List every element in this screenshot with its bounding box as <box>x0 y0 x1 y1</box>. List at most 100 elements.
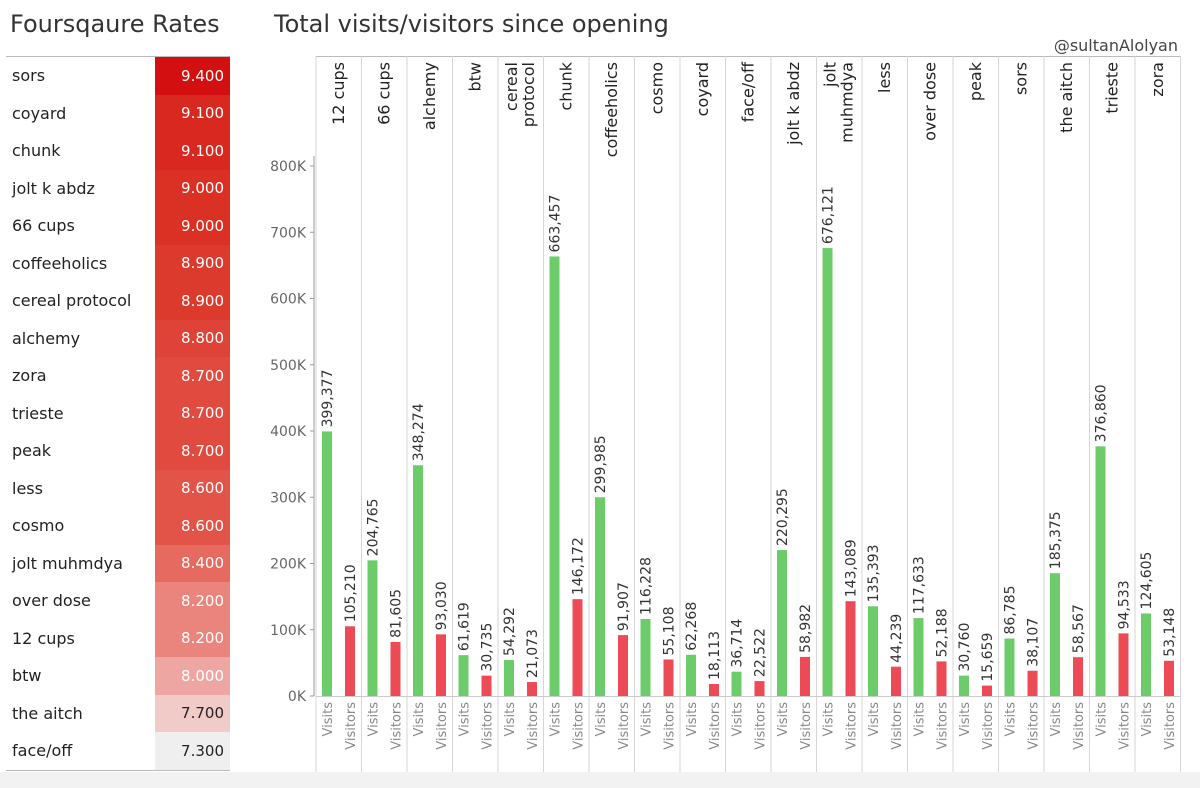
visits-bar <box>1050 573 1060 696</box>
visitors-data-label: 81,605 <box>389 589 405 638</box>
rate-row: 12 cups 8.200 <box>6 619 230 657</box>
y-tick-label: 300K <box>270 490 307 506</box>
visits-bar <box>1004 638 1015 696</box>
visits-bar <box>1095 446 1106 696</box>
visits-data-label: 135,393 <box>866 544 882 602</box>
x-series-label-visitors: Visitors <box>890 702 905 750</box>
rate-name: trieste <box>12 403 64 423</box>
category-label: chunk <box>556 61 575 110</box>
x-series-label-visits: Visits <box>731 702 746 737</box>
rate-name: cereal protocol <box>12 291 132 311</box>
category-label: cosmo <box>647 62 666 114</box>
visitors-data-label: 91,907 <box>616 582 632 631</box>
rate-row: btw 8.000 <box>6 657 230 695</box>
rate-value: 8.700 <box>155 432 230 470</box>
visits-data-label: 117,633 <box>912 556 928 614</box>
visitors-data-label: 30,735 <box>480 623 496 672</box>
rate-value: 8.800 <box>155 319 230 357</box>
visitors-data-label: 52,188 <box>935 608 951 657</box>
visitors-bar <box>936 661 947 696</box>
rate-row: coffeeholics 8.900 <box>6 244 230 282</box>
visitors-data-label: 58,567 <box>1071 604 1087 653</box>
rate-value: 8.000 <box>155 657 230 695</box>
rate-name: coyard <box>12 103 67 123</box>
rate-value: 9.000 <box>155 207 230 245</box>
rate-value: 7.300 <box>155 732 230 770</box>
visits-data-label: 124,605 <box>1139 552 1155 610</box>
visits-data-label: 348,274 <box>411 403 427 461</box>
x-series-label-visits: Visits <box>1049 702 1064 737</box>
y-tick-label: 500K <box>270 358 307 374</box>
rate-name: chunk <box>12 141 61 161</box>
x-series-label-visits: Visits <box>549 702 564 737</box>
rate-row: less 8.600 <box>6 469 230 507</box>
visitors-bar <box>618 635 628 696</box>
bottom-band <box>0 772 1200 788</box>
x-series-label-visits: Visits <box>685 702 700 737</box>
visits-visitors-bar-chart: 0K 100K 200K 300K 400K 500K 600K 700K 800K 12 cup… <box>270 56 1181 772</box>
rate-name: face/off <box>12 741 73 761</box>
category-label: over dose <box>920 62 939 141</box>
visitors-data-label: 105,210 <box>343 564 359 622</box>
visitors-data-label: 18,113 <box>707 631 723 680</box>
y-tick-label: 200K <box>270 557 307 573</box>
x-series-label-visitors: Visitors <box>799 702 814 750</box>
category-label: zora <box>1148 62 1167 97</box>
visits-bar <box>686 654 696 696</box>
visits-bar <box>640 618 651 696</box>
visits-bar <box>822 248 833 697</box>
visits-data-label: 663,457 <box>548 195 564 253</box>
visitors-bar <box>982 685 992 696</box>
rate-name: less <box>12 478 43 498</box>
x-series-label-visitors: Visitors <box>936 702 951 750</box>
visitors-data-label: 38,107 <box>1026 618 1042 667</box>
x-series-label-visits: Visits <box>412 702 427 737</box>
x-series-label-visits: Visits <box>503 702 518 737</box>
visits-bar <box>322 431 332 696</box>
visitors-data-label: 15,659 <box>980 633 996 682</box>
x-series-label-visitors: Visitors <box>481 702 496 750</box>
visitors-data-label: 55,108 <box>662 606 678 655</box>
x-series-label-visits: Visits <box>321 702 336 737</box>
visits-data-label: 30,760 <box>957 623 973 672</box>
rate-row: jolt k abdz 9.000 <box>6 169 230 207</box>
category-label: less <box>875 62 894 93</box>
rate-name: jolt muhmdya <box>12 553 123 573</box>
x-series-label-visitors: Visitors <box>1072 702 1087 750</box>
visitors-data-label: 21,073 <box>525 629 541 678</box>
rate-row: cereal protocol 8.900 <box>6 282 230 320</box>
visits-data-label: 185,375 <box>1048 511 1064 569</box>
y-tick-label: 400K <box>270 424 307 440</box>
x-series-label-visitors: Visitors <box>572 702 587 750</box>
rate-name: zora <box>12 366 47 386</box>
rate-name: cosmo <box>12 516 65 536</box>
rate-name: the aitch <box>12 703 83 723</box>
visitors-bar <box>1118 633 1129 696</box>
visits-data-label: 676,121 <box>821 186 837 244</box>
category-label: btw <box>465 62 484 92</box>
category-label: peak <box>966 61 985 101</box>
visitors-bar <box>390 641 401 696</box>
rate-row: sors 9.400 <box>6 57 230 95</box>
visitors-data-label: 146,172 <box>571 537 587 595</box>
y-tick-label: 700K <box>270 225 307 241</box>
x-series-label-visits: Visits <box>958 702 973 737</box>
visits-data-label: 376,860 <box>1094 384 1110 442</box>
visits-bar <box>458 655 469 696</box>
rate-value: 9.000 <box>155 169 230 207</box>
visitors-bar <box>436 634 446 696</box>
visitors-bar <box>754 681 765 696</box>
category-label: coyard <box>693 62 712 116</box>
rate-row: zora 8.700 <box>6 357 230 395</box>
visitors-data-label: 93,030 <box>434 581 450 630</box>
visitors-bar <box>345 626 355 696</box>
rate-row: jolt muhmdya 8.400 <box>6 544 230 582</box>
category-label: jolt <box>820 62 839 88</box>
visitors-bar <box>845 601 856 696</box>
visits-data-label: 54,292 <box>502 607 518 656</box>
x-series-label-visitors: Visitors <box>617 702 632 750</box>
visits-data-label: 36,714 <box>730 619 746 668</box>
rate-value: 8.700 <box>155 357 230 395</box>
x-series-label-visitors: Visitors <box>845 702 860 750</box>
rate-row: cosmo 8.600 <box>6 507 230 545</box>
